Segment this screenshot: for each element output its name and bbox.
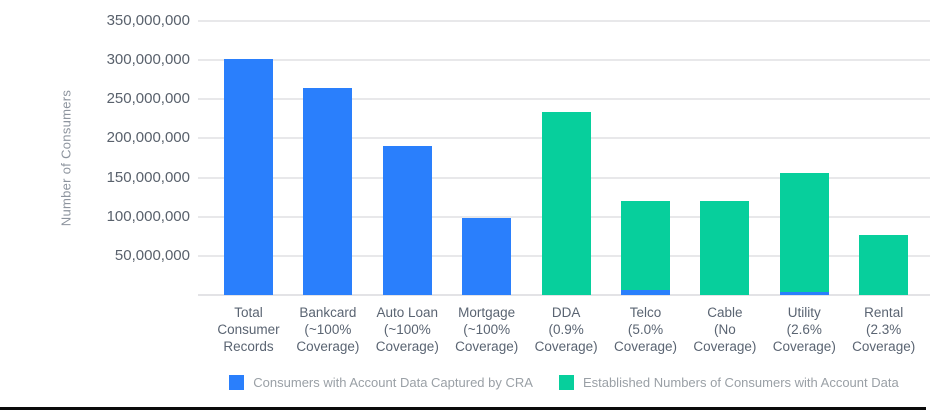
bar-segment-captured — [303, 88, 353, 295]
x-tick-label: Telco (5.0% Coverage) — [613, 305, 678, 354]
y-tick-label: 200,000,000 — [106, 129, 190, 147]
bar — [224, 59, 273, 295]
bar — [541, 112, 591, 295]
bar — [700, 201, 750, 295]
x-tick-label: DDA (0.9% Coverage) — [534, 305, 598, 354]
legend-swatch-captured — [229, 374, 245, 390]
legend-label: Established Numbers of Consumers with Ac… — [582, 374, 899, 390]
x-tick-label: Rental (2.3% Coverage) — [852, 305, 916, 354]
x-tick-label: Utility (2.6% Coverage) — [772, 305, 836, 354]
y-tick-label: 250,000,000 — [106, 90, 190, 108]
y-tick-label: 100,000,000 — [106, 207, 190, 225]
gridline — [198, 98, 930, 101]
bar — [462, 218, 512, 295]
legend-item: Established Numbers of Consumers with Ac… — [558, 374, 899, 390]
bar — [859, 235, 909, 295]
bar-segment-captured — [779, 292, 829, 295]
legend-item: Consumers with Account Data Captured by … — [229, 374, 533, 390]
window-bottom-border — [0, 407, 926, 410]
gridline — [198, 20, 930, 22]
bar-segment-established — [541, 112, 591, 295]
legend-swatch-established — [558, 374, 574, 390]
y-tick-label: 150,000,000 — [106, 168, 190, 186]
bar-segment-established — [859, 235, 909, 295]
bar — [621, 201, 670, 295]
bar — [303, 88, 353, 295]
bar-segment-captured — [382, 146, 432, 295]
x-tick-label: Total Consumer Records — [217, 305, 280, 354]
gridline — [198, 59, 930, 62]
x-tick-label: Bankcard (~100% Coverage) — [296, 305, 360, 354]
bar-segment-captured — [224, 59, 273, 295]
x-tick-label: Mortgage (~100% Coverage) — [455, 305, 519, 354]
legend: Consumers with Account Data Captured by … — [198, 372, 930, 392]
y-tick-label: 350,000,000 — [106, 12, 190, 29]
y-axis-title: Number of Consumers — [58, 89, 74, 227]
bar-segment-established — [621, 201, 670, 290]
bar — [779, 173, 829, 295]
bar — [382, 146, 432, 295]
y-tick-label: 300,000,000 — [106, 51, 190, 69]
plot-area — [198, 20, 930, 296]
bar-segment-captured — [621, 290, 670, 295]
legend-label: Consumers with Account Data Captured by … — [253, 374, 533, 390]
x-tick-label: Cable (No Coverage) — [693, 305, 757, 354]
gridline — [198, 294, 930, 296]
bar-segment-established — [779, 173, 829, 292]
x-tick-label: Auto Loan (~100% Coverage) — [375, 305, 439, 354]
bar-segment-captured — [462, 218, 512, 295]
bar-segment-established — [700, 201, 750, 295]
y-tick-label: 50,000,000 — [114, 246, 190, 264]
